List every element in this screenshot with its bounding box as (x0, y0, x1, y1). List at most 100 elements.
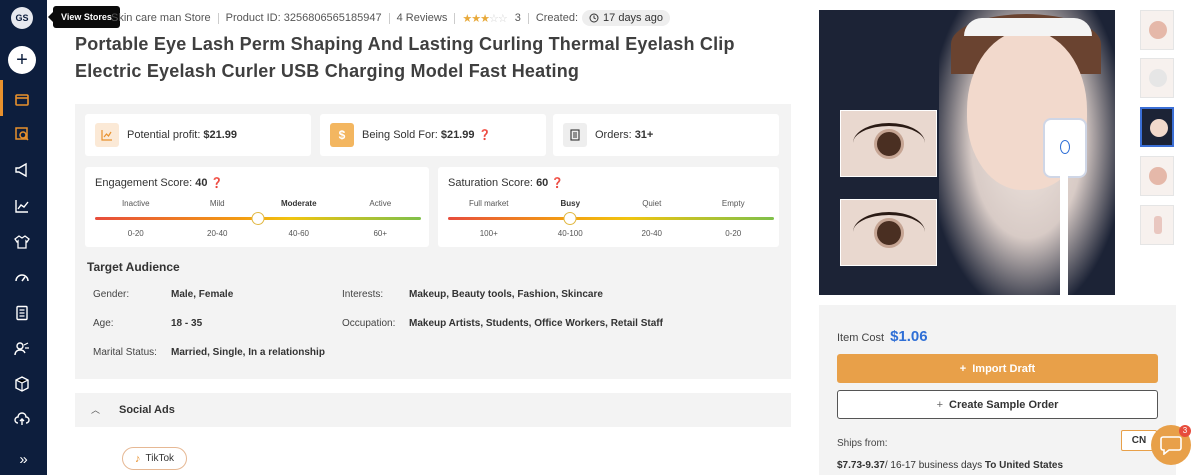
product-id: Product ID: 3256806565185947 (225, 12, 382, 24)
engagement-value: 40 (195, 177, 208, 189)
package-icon[interactable] (8, 372, 36, 396)
age-label: Age: (93, 318, 114, 329)
being-sold-for-card: $ Being Sold For: $21.99 ❓ (320, 114, 546, 156)
interests-value: Makeup, Beauty tools, Fashion, Skincare (409, 289, 603, 300)
store-icon[interactable] (8, 87, 36, 111)
sidebar: GS + » (0, 0, 47, 475)
engagement-level-label: Inactive (121, 199, 150, 208)
expand-sidebar-button[interactable]: » (19, 451, 28, 468)
divider (217, 12, 219, 24)
engagement-range-label: 40-60 (288, 229, 309, 238)
potential-profit-card: Potential profit: $21.99 (85, 114, 311, 156)
add-button[interactable]: + (8, 46, 36, 74)
profit-value: $21.99 (203, 129, 238, 141)
active-indicator (0, 80, 3, 116)
help-icon[interactable]: ❓ (478, 129, 491, 141)
created-label: Created: (535, 12, 579, 24)
saturation-level-label: Full market (468, 199, 509, 208)
product-search-icon[interactable] (8, 122, 36, 146)
tiktok-icon: ♪ (134, 452, 141, 465)
saturation-gauge (448, 217, 774, 220)
saturation-value: 60 (536, 177, 549, 189)
engagement-level-label: Moderate (280, 199, 317, 208)
plus-icon: + (959, 362, 967, 375)
saturation-label: Saturation Score: (448, 177, 533, 189)
engagement-gauge-knob (251, 212, 265, 225)
eye-before-inset (840, 110, 937, 177)
saturation-range-label: 20-40 (641, 229, 662, 238)
age-value: 18 - 35 (171, 318, 203, 329)
megaphone-icon[interactable] (8, 158, 36, 182)
saturation-gauge-knob (563, 212, 577, 225)
item-cost: Item Cost $1.06 (837, 328, 928, 345)
view-stores-tooltip: View Stores (48, 6, 120, 28)
review-count[interactable]: 4 Reviews (396, 12, 448, 24)
thumbnail-4[interactable] (1140, 156, 1174, 196)
eyelash-curler (1043, 118, 1087, 178)
social-ads-label: Social Ads (119, 404, 175, 416)
engagement-level-label: Active (369, 199, 392, 208)
shirt-icon[interactable] (8, 230, 36, 254)
help-icon[interactable]: ❓ (551, 178, 564, 189)
curler-handle (1060, 176, 1068, 295)
document-icon[interactable] (8, 301, 36, 325)
rating-stars: ★★★☆☆ (462, 12, 507, 25)
engagement-range-label: 60+ (373, 229, 388, 238)
engagement-range-label: 0-20 (127, 229, 144, 238)
shipping-destination[interactable]: To United States (984, 460, 1064, 471)
thumbnail-2[interactable] (1140, 58, 1174, 98)
product-main-image[interactable] (819, 10, 1115, 295)
dollar-icon: $ (330, 123, 354, 147)
store-avatar[interactable]: GS (11, 7, 33, 29)
item-cost-value: $1.06 (890, 328, 928, 345)
saturation-level-label: Busy (560, 199, 581, 208)
created-badge: 17 days ago (582, 10, 670, 26)
shipping-days: / 16-17 business days (884, 460, 983, 471)
orders-label: Orders: (595, 129, 632, 141)
rating-count: 3 (514, 12, 521, 24)
receipt-icon (563, 123, 587, 147)
pricing-panel: Item Cost $1.06 + Import Draft + Create … (819, 305, 1176, 475)
shipping-price: $7.73-9.37 (837, 460, 885, 471)
engagement-range-label: 20-40 (207, 229, 228, 238)
social-ads-section[interactable]: ︿ Social Ads (75, 393, 791, 427)
cloud-upload-icon[interactable] (8, 407, 36, 431)
user-growth-icon[interactable] (8, 337, 36, 361)
thumbnail-3-selected[interactable] (1140, 107, 1174, 147)
target-audience-title: Target Audience (87, 260, 180, 274)
orders-value: 31+ (634, 129, 654, 141)
import-draft-label: Import Draft (972, 362, 1036, 375)
orders-card: Orders: 31+ (553, 114, 779, 156)
shipping-info: $7.73-9.37/ 16-17 business days To Unite… (837, 460, 1063, 471)
item-cost-label: Item Cost (837, 332, 885, 344)
import-draft-button[interactable]: + Import Draft (837, 354, 1158, 383)
thumbnail-1[interactable] (1140, 10, 1174, 50)
saturation-score-card: Saturation Score: 60 ❓ Full market 100+ Bu… (438, 167, 779, 247)
divider (454, 12, 456, 24)
marital-status-label: Marital Status: (93, 347, 157, 358)
chevron-up-icon[interactable]: ︿ (91, 405, 101, 415)
chat-badge: 3 (1179, 425, 1191, 437)
created-value: 17 days ago (603, 12, 663, 24)
headband (964, 18, 1092, 36)
analytics-icon[interactable] (8, 194, 36, 218)
engagement-label: Engagement Score: (95, 177, 193, 189)
store-name[interactable]: Skin care man Store (111, 12, 211, 24)
occupation-label: Occupation: (342, 318, 396, 329)
sold-label: Being Sold For: (362, 129, 438, 141)
saturation-level-label: Quiet (642, 199, 662, 208)
help-icon[interactable]: ❓ (210, 178, 224, 189)
gauge-icon[interactable] (8, 265, 36, 289)
clock-icon (589, 13, 599, 23)
saturation-level-label: Empty (721, 199, 745, 208)
gender-value: Male, Female (171, 289, 234, 300)
thumbnail-5[interactable] (1140, 205, 1174, 245)
engagement-header: Engagement Score: 40 ❓ (95, 177, 223, 189)
interests-label: Interests: (342, 289, 384, 300)
saturation-range-label: 40-100 (557, 229, 583, 238)
chart-icon (95, 123, 119, 147)
chat-button[interactable]: 3 (1151, 425, 1191, 465)
create-sample-order-button[interactable]: + Create Sample Order (837, 390, 1158, 419)
tiktok-chip[interactable]: ♪ TikTok (122, 447, 187, 470)
saturation-header: Saturation Score: 60 ❓ (448, 177, 564, 189)
